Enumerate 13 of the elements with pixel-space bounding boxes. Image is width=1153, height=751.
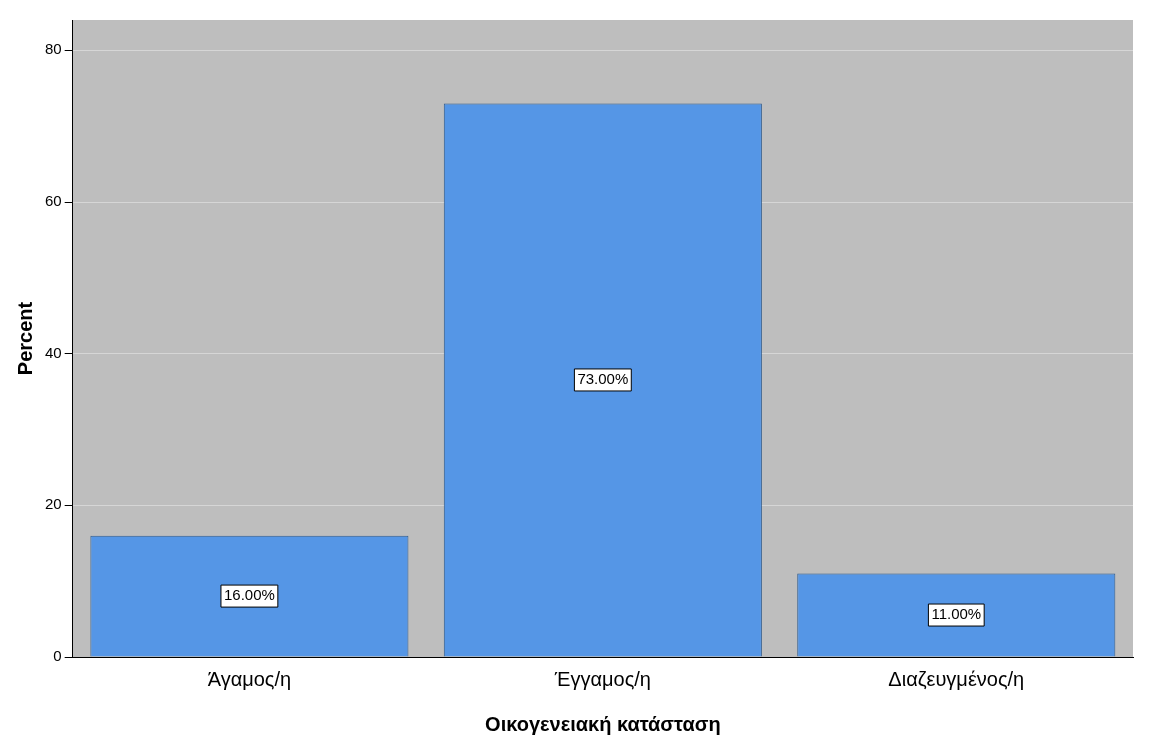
x-tick-label: Άγαμος/η [207,667,292,690]
y-tick-label: 40 [45,343,62,361]
data-label: 11.00% [931,605,982,623]
data-label: 73.00% [577,370,629,388]
y-tick-label: 20 [45,495,62,513]
x-axis-title: Οικογενειακή κατάσταση [485,712,721,735]
y-tick-label: 60 [45,192,62,210]
x-tick-label: Έγγαμος/η [553,667,651,690]
data-label: 16.00% [223,586,275,604]
x-tick-label: Διαζευγμένος/η [888,667,1025,690]
y-tick-label: 0 [53,647,62,665]
y-axis-title: Percent [13,301,36,376]
y-tick-label: 80 [45,40,62,58]
